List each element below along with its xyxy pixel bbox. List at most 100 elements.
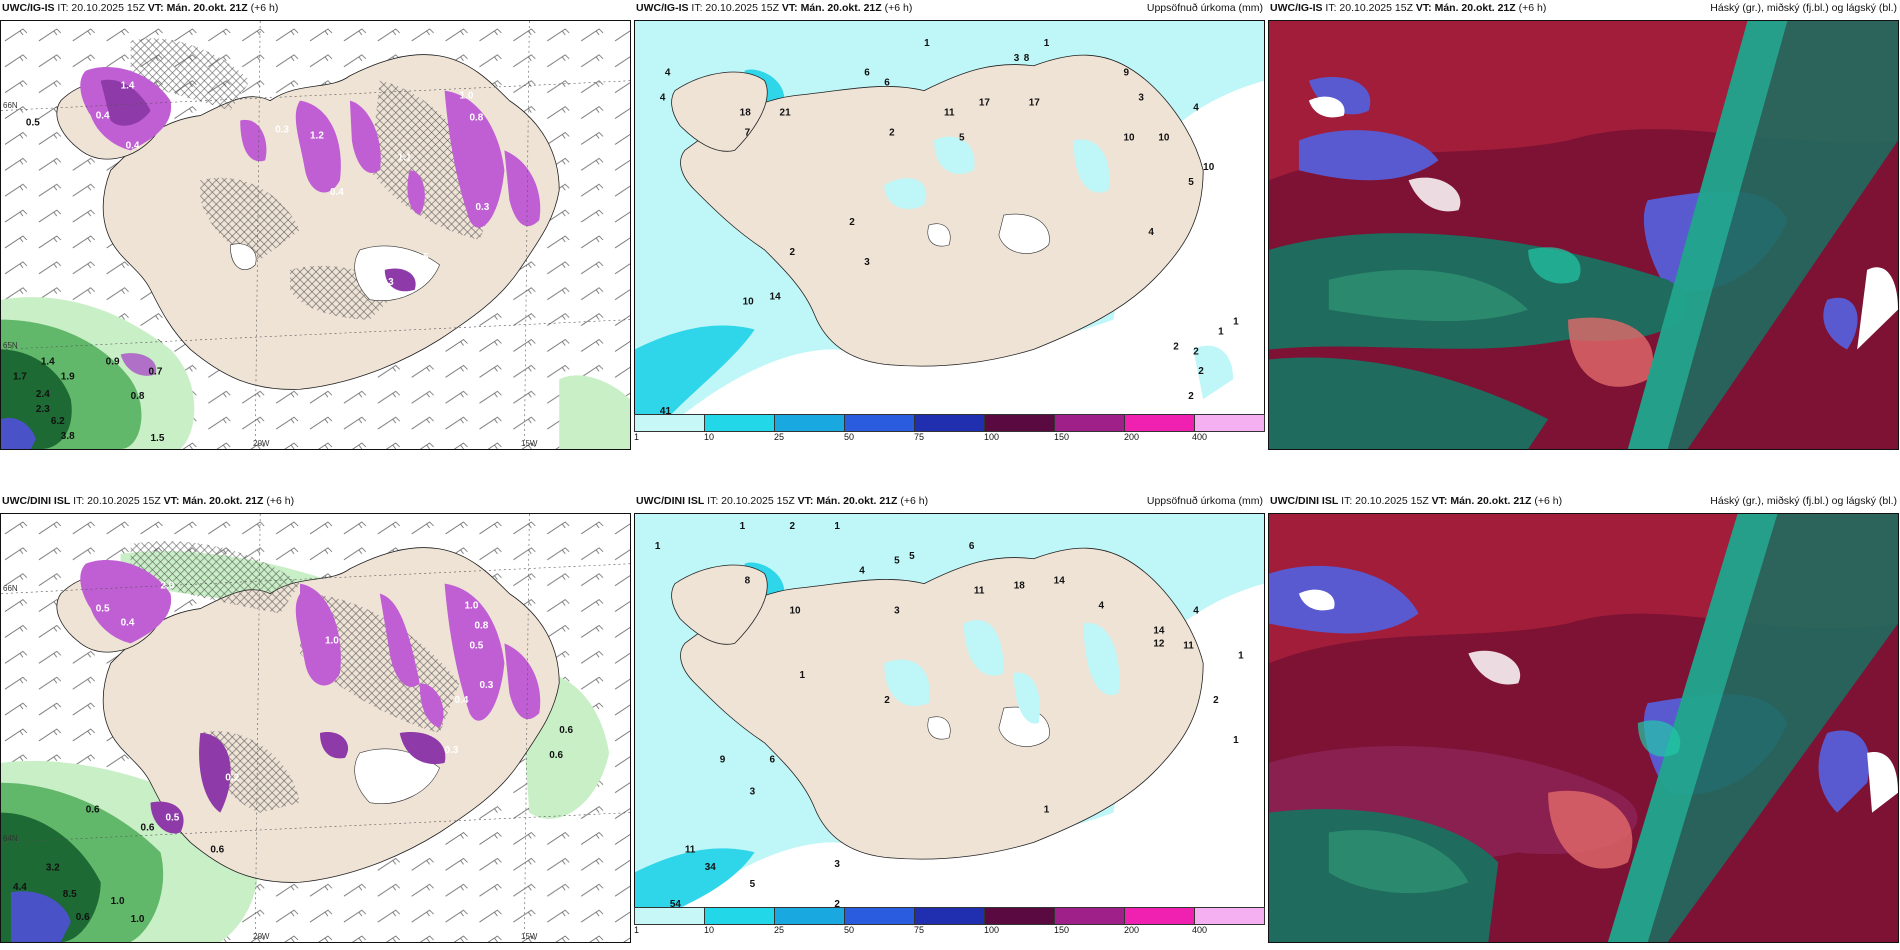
value-label: 2	[1173, 341, 1179, 352]
map-area[interactable]	[1268, 513, 1899, 943]
value-label: 10	[1123, 132, 1135, 143]
value-label: 0.4	[96, 111, 110, 122]
legend-swatch	[775, 415, 845, 431]
map-area[interactable]: 1 2 1 4 5 5 6 11 18 14 8 10 4 1 3 2 1 6 …	[634, 513, 1265, 915]
value-label: 2.3	[36, 404, 50, 415]
panel-igis-wind: UWC/IG-IS IT: 20.10.2025 15Z VT: Mán. 20…	[0, 0, 631, 450]
value-label: 0.8	[474, 620, 488, 631]
value-label: 0.5	[470, 640, 484, 651]
value-label: 1	[1233, 735, 1239, 746]
panel-title: UWC/IG-IS IT: 20.10.2025 15Z VT: Mán. 20…	[2, 2, 279, 14]
value-label: 6	[864, 68, 870, 79]
value-label: 2.0	[160, 581, 174, 592]
panel-title: UWC/DINI ISL IT: 20.10.2025 15Z VT: Mán.…	[636, 495, 929, 507]
legend-swatch	[1195, 908, 1264, 924]
value-label: 0.4	[455, 695, 469, 706]
legend-tick: 1	[634, 925, 640, 935]
value-label: 1.4	[121, 81, 135, 92]
legend-tick: 400	[1192, 925, 1208, 935]
precip-legend: 1 10 25 50 75 100 150 200 400	[634, 907, 1265, 935]
legend-tick: 100	[984, 925, 1000, 935]
panel-igis-precip: UWC/IG-IS IT: 20.10.2025 15Z VT: Mán. 20…	[634, 0, 1265, 450]
value-label: 0.4	[121, 617, 135, 628]
value-label: 0.5	[96, 604, 110, 615]
value-label: 1.0	[325, 635, 339, 646]
value-label: 0.4	[126, 140, 140, 151]
value-label: 3	[1138, 93, 1144, 104]
legend-tick: 25	[774, 432, 785, 442]
value-label: 2	[849, 217, 855, 228]
value-label: 4.4	[13, 882, 27, 893]
legend-swatch	[1055, 908, 1125, 924]
value-label: 0.6	[76, 912, 90, 923]
value-label: 12	[1153, 638, 1165, 649]
value-label: 2	[1213, 695, 1219, 706]
value-label: 17	[979, 98, 991, 109]
value-label: 1.0	[460, 91, 474, 102]
value-label: 0.5	[415, 252, 429, 263]
value-label: 4	[1148, 227, 1154, 238]
value-label: 14	[1153, 625, 1165, 636]
legend-tick: 150	[1054, 432, 1070, 442]
value-label: 2	[884, 695, 890, 706]
value-label: 0.6	[559, 725, 573, 736]
value-label: 17	[1029, 98, 1041, 109]
panel-subtitle: Háský (gr.), miðský (fj.bl.) og lágský (…	[1710, 495, 1897, 507]
value-label: 1	[799, 670, 805, 681]
value-label: 0.7	[149, 366, 163, 377]
value-label: 0.3	[275, 124, 289, 135]
value-label: 7	[745, 127, 751, 138]
value-label: 10	[1158, 132, 1170, 143]
value-label: 0.8	[131, 391, 145, 402]
value-label: 5	[1188, 177, 1194, 188]
map-area[interactable]	[1268, 20, 1899, 450]
value-label: 1	[1044, 38, 1050, 49]
panel-subtitle: Uppsöfnuð úrkoma (mm)	[1146, 2, 1263, 14]
value-label: 5	[894, 556, 900, 567]
legend-swatch	[1195, 415, 1264, 431]
value-label: 11	[944, 108, 955, 119]
value-label: 1.5	[151, 433, 165, 444]
value-label: 9	[1123, 68, 1129, 79]
lat-label: 65N	[3, 341, 18, 350]
value-label: 21	[780, 108, 792, 119]
value-label: 54	[670, 899, 682, 910]
lat-label: 66N	[3, 584, 18, 593]
value-label: 2	[790, 521, 796, 532]
value-label: 1.4	[41, 356, 55, 367]
value-label: 14	[770, 292, 782, 303]
value-label: 3	[864, 257, 870, 268]
value-label: 3	[750, 787, 756, 798]
map-area[interactable]: 0.5 0.4 1.4 1.0 0.8 0.3 1.1 0.4 1.2 0.3 …	[0, 20, 631, 450]
value-label: 1.7	[13, 371, 27, 382]
value-label: 6	[884, 78, 890, 89]
legend-swatch	[845, 908, 915, 924]
legend-swatch	[985, 908, 1055, 924]
value-label: 5	[750, 879, 756, 890]
value-label: 41	[660, 406, 672, 417]
value-label: 5	[909, 551, 915, 562]
value-label: 4	[1193, 606, 1199, 617]
value-label: 0.3	[445, 745, 459, 756]
legend-swatch	[985, 415, 1055, 431]
map-area[interactable]: 0.5 0.4 2.0 1.0 0.8 0.5 0.4 0.3 1.0 0.6 …	[0, 513, 631, 943]
panel-title: UWC/IG-IS IT: 20.10.2025 15Z VT: Mán. 20…	[636, 2, 913, 14]
value-label: 2	[1198, 366, 1204, 377]
value-label: 3	[834, 859, 840, 870]
lon-label: 20W	[253, 439, 270, 448]
legend-tick: 200	[1124, 925, 1140, 935]
value-label: 11	[685, 844, 696, 855]
value-label: 6.2	[51, 416, 65, 427]
lat-label: 66N	[3, 101, 18, 110]
legend-tick: 50	[844, 432, 855, 442]
panel-title: UWC/IG-IS IT: 20.10.2025 15Z VT: Mán. 20…	[1270, 2, 1547, 14]
legend-tick: 50	[844, 925, 855, 935]
value-label: 0.6	[86, 805, 100, 816]
panel-igis-clouds: UWC/IG-IS IT: 20.10.2025 15Z VT: Mán. 20…	[1268, 0, 1899, 450]
legend-swatch	[915, 415, 985, 431]
value-label: 8	[745, 576, 751, 587]
value-label: 1	[1218, 326, 1224, 337]
value-label: 1	[1233, 316, 1239, 327]
map-area[interactable]: 4 4 1 3 6 6 11 17 17 21 5 10 8 9 3 4 7 2…	[634, 20, 1265, 422]
value-label: 1	[740, 521, 746, 532]
